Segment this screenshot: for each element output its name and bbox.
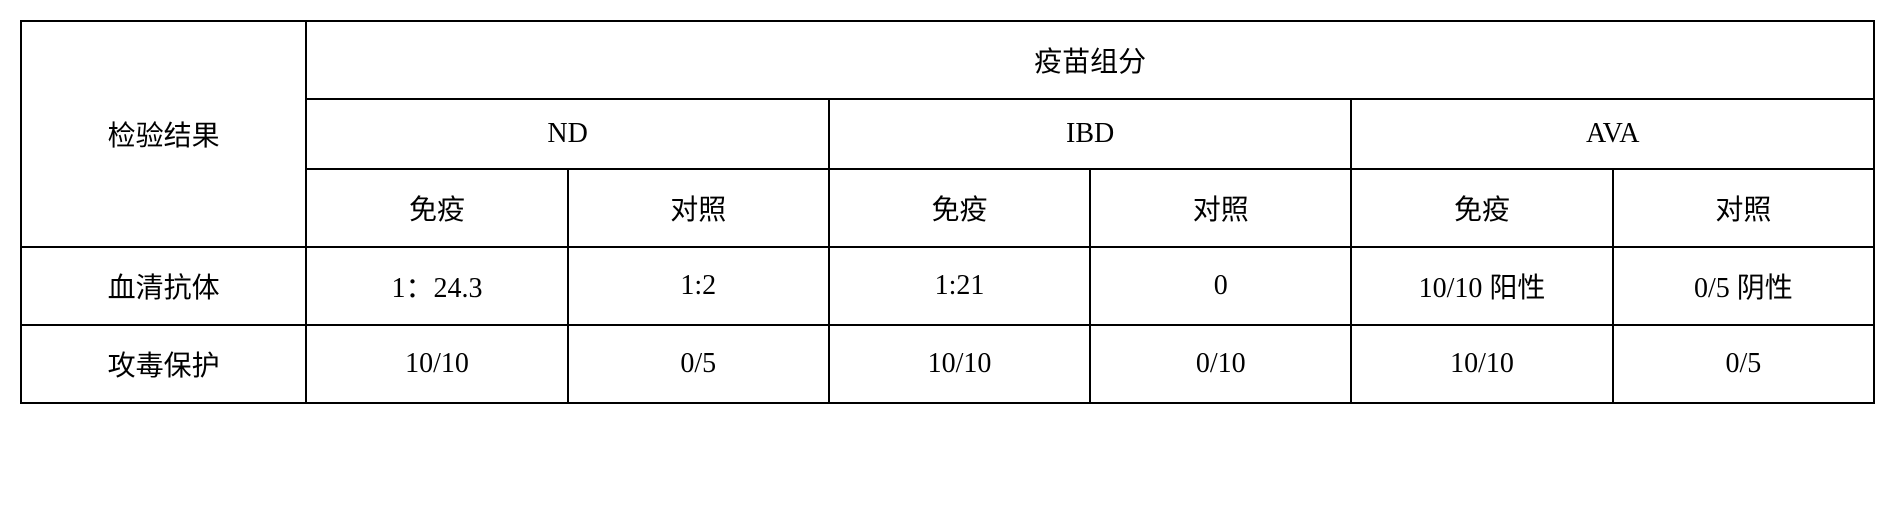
spanning-header: 疫苗组分 xyxy=(306,21,1874,99)
data-cell: 1:21 xyxy=(829,247,1090,325)
sub-header: 对照 xyxy=(1090,169,1351,247)
data-cell: 0/5 xyxy=(1613,325,1874,403)
group-header-ibd: IBD xyxy=(829,99,1352,169)
data-cell: 0/10 xyxy=(1090,325,1351,403)
data-cell: 1:2 xyxy=(568,247,829,325)
row-label: 血清抗体 xyxy=(21,247,306,325)
data-cell: 10/10 xyxy=(829,325,1090,403)
data-cell: 1：24.3 xyxy=(306,247,567,325)
data-cell: 0/5 xyxy=(568,325,829,403)
data-cell: 10/10 xyxy=(1351,325,1612,403)
group-header-ava: AVA xyxy=(1351,99,1874,169)
row-header-label: 检验结果 xyxy=(21,21,306,247)
vaccine-results-table: 检验结果 疫苗组分 ND IBD AVA 免疫 对照 免疫 对照 免疫 对照 血… xyxy=(20,20,1875,404)
data-cell: 0 xyxy=(1090,247,1351,325)
row-label: 攻毒保护 xyxy=(21,325,306,403)
table-row: 攻毒保护 10/10 0/5 10/10 0/10 10/10 0/5 xyxy=(21,325,1874,403)
group-header-nd: ND xyxy=(306,99,829,169)
data-cell: 10/10 xyxy=(306,325,567,403)
sub-header: 免疫 xyxy=(306,169,567,247)
table-header-row-1: 检验结果 疫苗组分 xyxy=(21,21,1874,99)
sub-header: 对照 xyxy=(568,169,829,247)
sub-header: 免疫 xyxy=(829,169,1090,247)
sub-header: 免疫 xyxy=(1351,169,1612,247)
table-row: 血清抗体 1：24.3 1:2 1:21 0 10/10 阳性 0/5 阴性 xyxy=(21,247,1874,325)
data-cell: 0/5 阴性 xyxy=(1613,247,1874,325)
sub-header: 对照 xyxy=(1613,169,1874,247)
data-cell: 10/10 阳性 xyxy=(1351,247,1612,325)
